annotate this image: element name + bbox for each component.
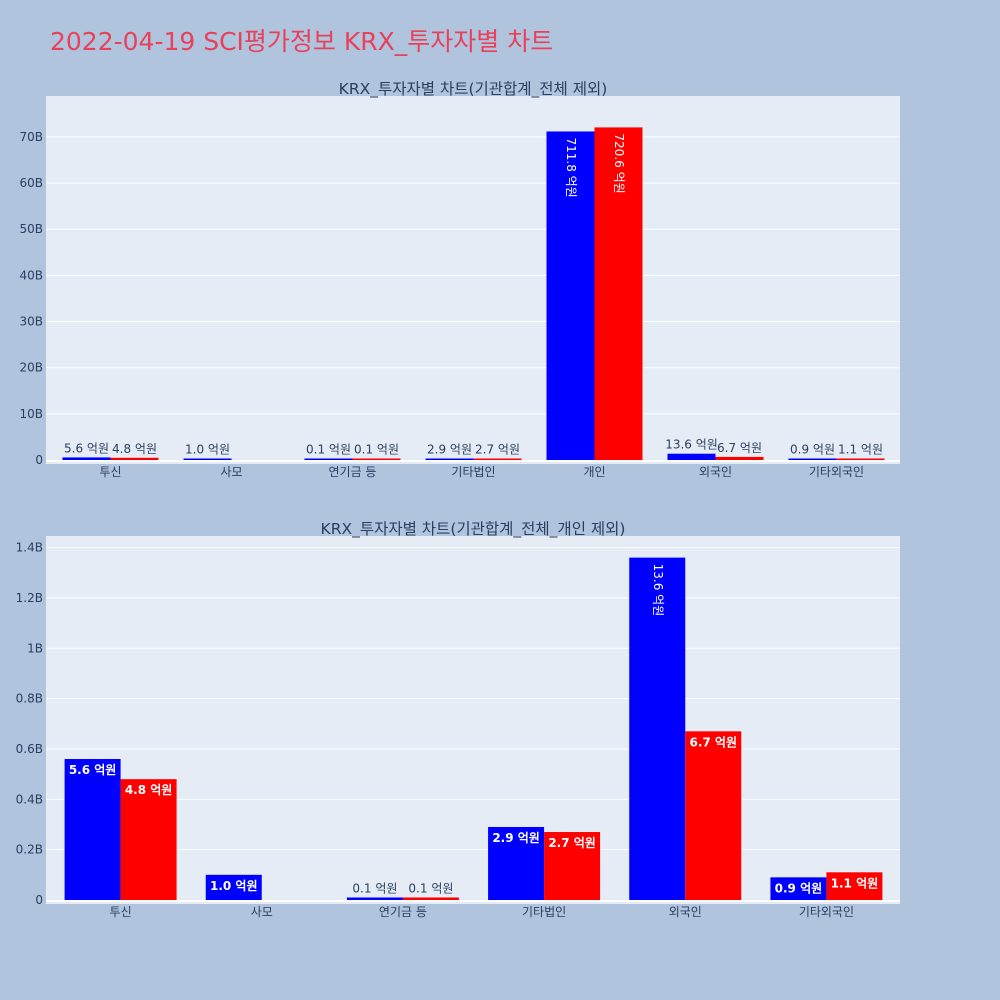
bar [770,877,827,900]
bar [425,458,474,460]
bar [788,458,837,460]
x-tick-label: 사모 [251,905,273,919]
data-label: 0.1 억원 [352,881,397,895]
x-tick-label: 연기금 등 [379,905,427,919]
chart-title: KRX_투자자별 차트(기관합계_전체_개인 제외) [321,520,626,539]
x-tick-label: 개인 [583,465,605,479]
bar [64,759,121,900]
bar [110,457,159,460]
x-tick-label: 외국인 [699,465,732,479]
data-label: 1.1 억원 [838,443,883,457]
y-tick-label: 0.4B [16,792,43,806]
y-tick-label: 0.6B [16,742,43,756]
y-tick-label: 30B [19,315,43,329]
y-tick-label: 1B [27,641,43,655]
bar [120,779,177,900]
bar [546,131,595,460]
bar [629,557,686,900]
data-label: 0.9 억원 [775,881,823,895]
y-tick-label: 50B [19,222,43,236]
data-label: 13.6 억원 [665,438,718,452]
x-tick-label: 투신 [99,465,121,479]
chart-investor-all: 0 10B 20B 30B 40B 50B 60B 70B KRX_투자자별 차트(기관합계_전… [19,80,900,479]
plot-area [46,96,900,464]
y-tick-label: 1.2B [16,591,43,605]
x-tick-label: 기타법인 [522,905,566,919]
y-tick-label: 0.8B [16,692,43,706]
bar [304,458,353,460]
y-tick-label: 40B [19,268,43,282]
x-tick-label: 기타외국인 [799,905,854,919]
data-label: 6.7 억원 [717,441,762,455]
bar [488,826,545,900]
bar [544,832,601,900]
chart-investor-excl-individual: 0 0.2B 0.4B 0.6B 0.8B 1B 1.2B 1.4B KRX_투자자별 차트(기… [16,520,900,919]
data-label: 5.6 억원 [64,441,109,455]
data-label: 2.9 억원 [427,443,472,457]
y-tick-label: 0 [35,453,43,467]
y-tick-label: 10B [19,407,43,421]
data-label: 0.1 억원 [354,443,399,457]
plot-area [46,536,900,904]
bar [346,897,403,900]
y-tick-label: 1.4B [16,541,43,555]
bar [402,897,459,900]
x-tick-label: 외국인 [669,905,702,919]
y-tick-label: 0 [35,893,43,907]
data-label: 1.1 억원 [831,876,879,890]
bar [594,127,643,461]
bar [715,456,764,460]
x-tick-label: 기타법인 [451,465,495,479]
y-tick-label: 60B [19,176,43,190]
data-label: 6.7 억원 [689,735,737,749]
bar [826,872,883,900]
data-label: 711.8 억원 [564,137,578,197]
data-label: 1.0 억원 [185,443,230,457]
page-title: 2022-04-19 SCI평가정보 KRX_투자자별 차트 [50,27,554,56]
data-label: 1.0 억원 [210,879,258,893]
data-label: 2.9 억원 [492,831,540,845]
bar [473,458,522,460]
x-tick-label: 투신 [110,905,132,919]
data-label: 0.1 억원 [408,881,453,895]
data-label: 4.8 억원 [112,442,157,456]
data-label: 4.8 억원 [125,783,173,797]
x-tick-label: 기타외국인 [809,465,864,479]
x-tick-label: 연기금 등 [329,465,377,479]
y-tick-label: 20B [19,361,43,375]
bar [62,457,111,460]
y-tick-label: 70B [19,130,43,144]
data-label: 0.9 억원 [790,443,835,457]
data-label: 2.7 억원 [475,443,520,457]
bar [836,458,885,460]
bar [183,458,232,460]
data-label: 13.6 억원 [651,564,665,617]
data-label: 0.1 억원 [306,443,351,457]
bar [667,453,716,460]
bar [685,731,742,900]
data-label: 720.6 억원 [612,133,626,193]
y-tick-label: 0.2B [16,843,43,857]
bar [205,874,262,900]
bar [352,458,401,460]
data-label: 2.7 억원 [548,836,596,850]
chart-title: KRX_투자자별 차트(기관합계_전체 제외) [339,80,608,99]
x-tick-label: 사모 [220,465,242,479]
data-label: 5.6 억원 [69,763,117,777]
